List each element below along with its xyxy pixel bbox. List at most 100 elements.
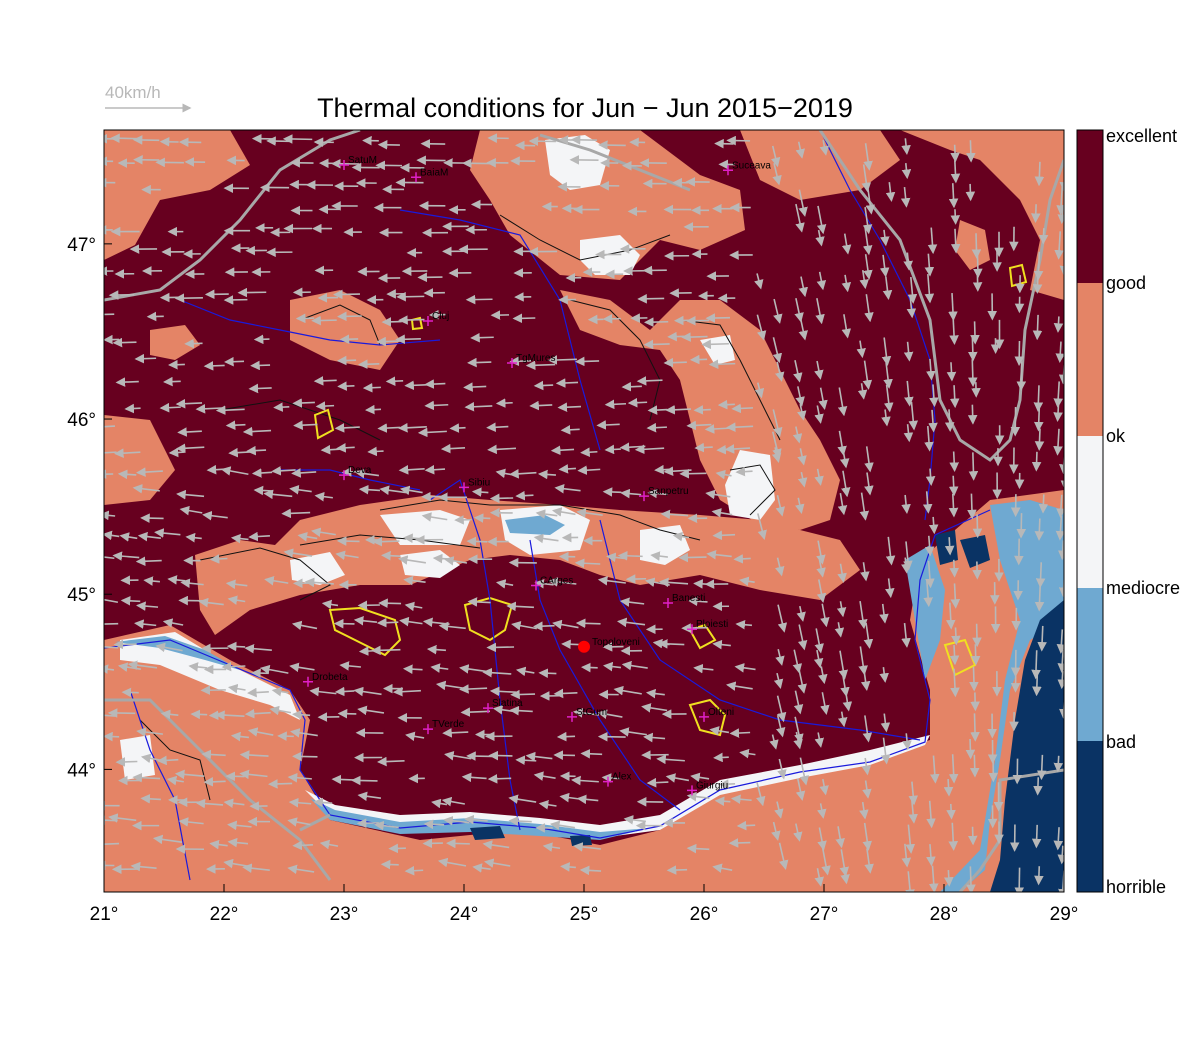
wind-arrow-icon (774, 801, 784, 819)
wind-arrow-icon (712, 639, 731, 650)
wind-arrow-icon (244, 708, 271, 719)
wind-arrow-icon (571, 775, 599, 786)
wind-arrow-icon (471, 487, 489, 497)
city-tgmures: TgMures (507, 353, 555, 368)
wind-arrow-icon (712, 530, 736, 541)
city-label: CArges (540, 575, 573, 586)
city-alex: Alex (603, 772, 631, 787)
wind-arrow-icon (104, 425, 116, 428)
wind-arrow-icon (944, 537, 955, 556)
wind-arrow-icon (134, 619, 157, 629)
wind-arrow-icon (926, 358, 936, 381)
city-olteni: Olteni (699, 707, 734, 722)
wind-arrow-icon (461, 772, 487, 783)
wind-arrow-icon (879, 254, 890, 278)
wind-arrow-icon (949, 318, 959, 345)
wind-arrow-icon (291, 709, 311, 720)
wind-arrow-icon (943, 779, 954, 797)
wind-arrow-icon (814, 868, 824, 887)
wind-arrow-icon (115, 757, 138, 767)
wind-arrow-icon (736, 820, 756, 831)
wind-arrow-icon (533, 621, 555, 631)
wind-arrow-icon (793, 690, 804, 715)
wind-arrow-icon (424, 379, 446, 389)
wind-arrow-icon (756, 314, 767, 341)
wind-arrow-icon (775, 648, 785, 666)
wind-arrow-icon (353, 686, 382, 697)
wind-arrow-icon (381, 550, 401, 561)
city-cross-icon (687, 624, 697, 635)
wind-arrow-icon (376, 336, 401, 347)
wind-arrow-icon (775, 557, 785, 577)
wind-arrow-icon (445, 838, 470, 849)
wind-arrow-icon (404, 865, 424, 876)
wind-arrow-icon (949, 645, 960, 666)
wind-arrow-icon (372, 536, 400, 547)
wind-arrow-icon (227, 595, 246, 605)
colorbar-frame (1076, 129, 1104, 893)
wind-arrow-icon (104, 664, 115, 674)
map-title: Thermal conditions for Jun − Jun 2015−20… (317, 93, 853, 123)
wind-arrow-icon (862, 715, 873, 743)
wind-arrow-icon (597, 709, 623, 719)
wind-arrow-icon (495, 398, 513, 408)
wind-arrow-icon (816, 271, 827, 291)
wind-arrow-icon (556, 731, 576, 742)
wind-arrow-icon (945, 602, 956, 630)
city-cross-icon (699, 711, 709, 722)
wind-arrow-icon (132, 772, 161, 783)
wind-arrow-icon (970, 713, 980, 742)
wind-arrow-icon (864, 446, 874, 473)
wind-arrow-icon (108, 813, 137, 823)
wind-arrow-icon (283, 548, 313, 558)
wind-arrow-icon (560, 425, 580, 435)
wind-arrow-icon (538, 800, 557, 810)
wind-arrow-icon (403, 533, 421, 543)
wind-arrow-icon (972, 623, 982, 648)
wind-arrow-icon (690, 772, 710, 783)
wind-arrow-icon (289, 485, 312, 495)
wind-arrow-icon (574, 356, 600, 367)
wind-arrow-icon (733, 554, 751, 564)
wind-arrow-icon (970, 644, 981, 666)
wind-arrow-icon (966, 140, 976, 163)
wind-arrow-icon (104, 619, 119, 629)
city-carges: CArges (531, 575, 573, 591)
wind-arrow-icon (313, 797, 333, 808)
wind-arrow-icon (1057, 670, 1064, 690)
wind-arrow-icon (482, 667, 512, 678)
wind-arrow-icon (794, 716, 804, 744)
wind-arrow-icon (861, 757, 872, 776)
wind-arrow-icon (881, 337, 892, 366)
wind-arrow-icon (772, 409, 783, 438)
wind-arrow-icon (902, 733, 912, 751)
city-cross-icon (603, 776, 613, 787)
wind-arrow-icon (104, 815, 118, 825)
wind-arrow-icon (965, 183, 976, 202)
wind-arrow-icon (459, 684, 488, 694)
wind-arrow-icon (538, 668, 557, 679)
wind-arrow-icon (835, 826, 845, 849)
city-sanpetru: Sanpetru (639, 486, 689, 502)
wind-arrow-icon (777, 604, 788, 633)
wind-arrow-icon (646, 777, 669, 788)
wind-arrow-icon (973, 251, 983, 279)
wind-arrow-icon (971, 233, 982, 259)
wind-arrow-icon (601, 773, 621, 783)
wind-arrow-icon (686, 315, 710, 326)
wind-arrow-icon (440, 443, 466, 454)
wind-arrow-icon (402, 664, 423, 674)
wind-arrow-icon (966, 866, 976, 892)
wind-arrow-icon (864, 472, 874, 496)
wind-arrow-icon (969, 754, 980, 778)
wind-arrow-icon (185, 532, 202, 543)
wind-arrow-icon (880, 229, 890, 247)
wind-arrow-icon (865, 188, 875, 215)
wind-arrow-icon (1033, 777, 1043, 796)
wind-arrow-icon (104, 598, 119, 604)
wind-arrow-icon (970, 321, 980, 345)
wind-arrow-icon (442, 728, 469, 738)
wind-arrow-icon (903, 341, 914, 362)
wind-arrow-icon (271, 686, 289, 697)
city-cross-icon (459, 482, 469, 493)
